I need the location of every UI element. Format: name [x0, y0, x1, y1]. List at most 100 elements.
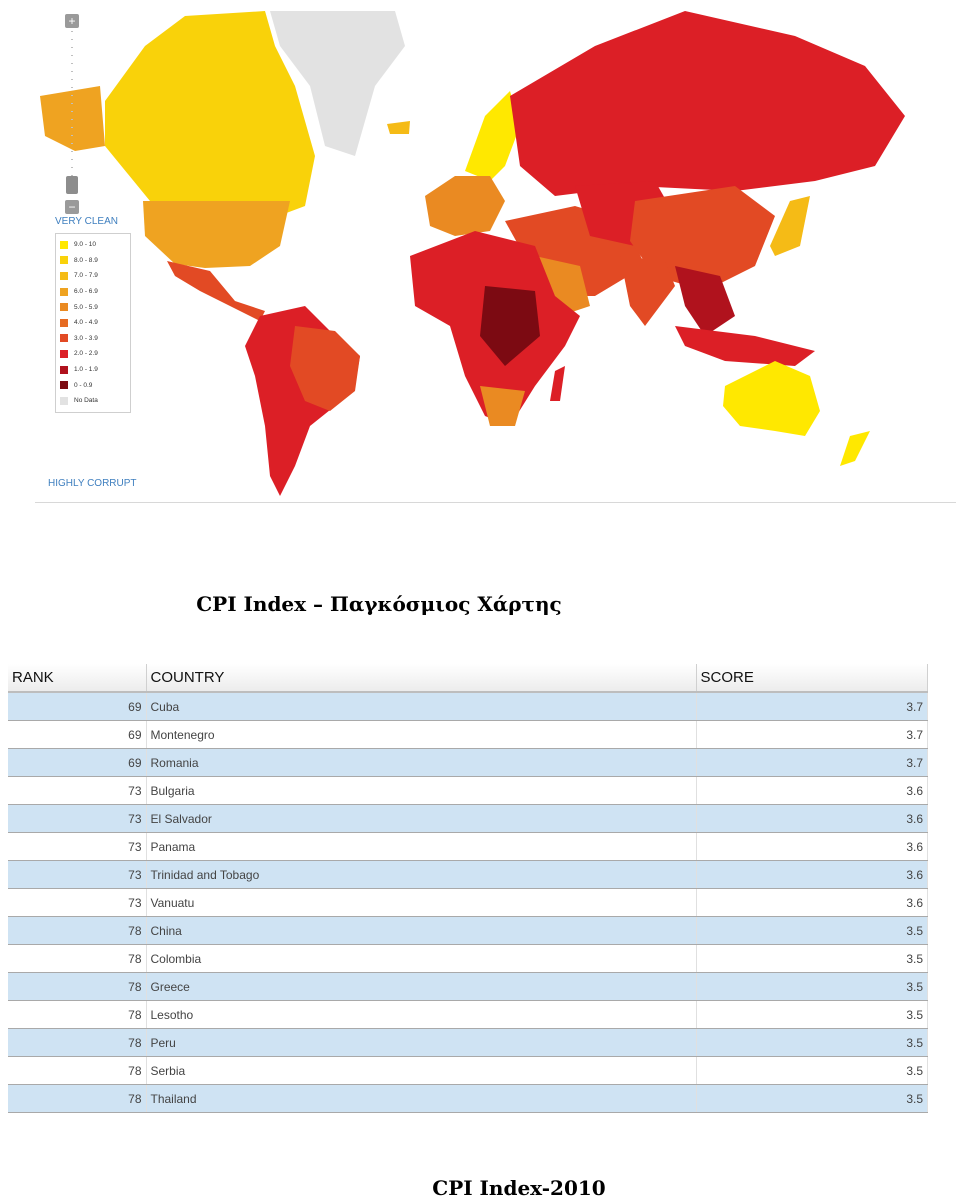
score-cell: 3.6: [696, 804, 928, 833]
new-zealand-region: [840, 431, 870, 466]
country-cell: Romania: [146, 748, 697, 777]
table-row[interactable]: 78 Lesotho 3.5: [8, 1000, 928, 1029]
canada-region: [105, 11, 315, 221]
world-map-graphic: [40, 11, 905, 496]
rank-cell: 73: [8, 832, 147, 861]
map-zoom-control[interactable]: + −: [63, 14, 81, 214]
legend-label: 6.0 - 6.9: [74, 288, 98, 296]
legend-item: 3.0 - 3.9: [60, 331, 126, 347]
table-row[interactable]: 73 Bulgaria 3.6: [8, 776, 928, 805]
country-cell: Panama: [146, 832, 697, 861]
rank-cell: 73: [8, 860, 147, 889]
legend-item: 7.0 - 7.9: [60, 268, 126, 284]
table-row[interactable]: 78 Thailand 3.5: [8, 1084, 928, 1113]
legend-swatch: [60, 256, 68, 265]
country-cell: Serbia: [146, 1056, 697, 1085]
russia-region: [510, 11, 905, 196]
legend-swatch: [60, 303, 68, 312]
table-row[interactable]: 69 Montenegro 3.7: [8, 720, 928, 749]
rank-cell: 78: [8, 1028, 147, 1057]
score-cell: 3.6: [696, 776, 928, 805]
zoom-out-button[interactable]: −: [65, 200, 79, 214]
table-row[interactable]: 78 Greece 3.5: [8, 972, 928, 1001]
country-cell: Peru: [146, 1028, 697, 1057]
rank-cell: 78: [8, 1000, 147, 1029]
cpi-world-map[interactable]: + − VERY CLEAN 9.0 - 10 8.0 - 8.9 7.0 - 7.…: [35, 6, 956, 503]
legend-label: 7.0 - 7.9: [74, 272, 98, 280]
score-column-header[interactable]: SCORE: [696, 664, 928, 693]
country-column-header[interactable]: COUNTRY: [146, 664, 697, 693]
legend-swatch: [60, 396, 68, 405]
table-row[interactable]: 69 Romania 3.7: [8, 748, 928, 777]
india-region: [620, 256, 675, 326]
score-cell: 3.5: [696, 1028, 928, 1057]
score-cell: 3.7: [696, 748, 928, 777]
legend-box: 9.0 - 10 8.0 - 8.9 7.0 - 7.9 6.0 - 6.9 5.0 -…: [55, 233, 131, 413]
legend-item: 8.0 - 8.9: [60, 253, 126, 269]
legend-label: 4.0 - 4.9: [74, 319, 98, 327]
japan-region: [770, 196, 810, 256]
score-cell: 3.5: [696, 972, 928, 1001]
zoom-in-button[interactable]: +: [65, 14, 79, 28]
scandinavia-region: [465, 91, 520, 181]
legend-item: No Data: [60, 393, 126, 409]
rank-cell: 78: [8, 1056, 147, 1085]
australia-region: [723, 361, 820, 436]
country-cell: China: [146, 916, 697, 945]
madagascar-region: [550, 366, 565, 401]
table-row[interactable]: 73 Vanuatu 3.6: [8, 888, 928, 917]
table-caption: CPI Index-2010: [432, 1176, 606, 1200]
table-row[interactable]: 73 Trinidad and Tobago 3.6: [8, 860, 928, 889]
table-row[interactable]: 78 Peru 3.5: [8, 1028, 928, 1057]
legend-item: 5.0 - 5.9: [60, 299, 126, 315]
legend-swatch: [60, 365, 68, 374]
legend-item: 1.0 - 1.9: [60, 362, 126, 378]
table-row[interactable]: 78 Serbia 3.5: [8, 1056, 928, 1085]
table-row[interactable]: 73 Panama 3.6: [8, 832, 928, 861]
score-cell: 3.7: [696, 692, 928, 721]
country-cell: Montenegro: [146, 720, 697, 749]
table-header-row: RANK COUNTRY SCORE: [8, 664, 928, 693]
legend-label: 2.0 - 2.9: [74, 350, 98, 358]
rank-cell: 78: [8, 972, 147, 1001]
legend-label: 9.0 - 10: [74, 241, 97, 249]
cpi-ranking-table: RANK COUNTRY SCORE 69 Cuba 3.7 69 Montenegro…: [8, 664, 928, 1113]
usa-region: [143, 201, 290, 268]
rank-column-header[interactable]: RANK: [8, 664, 147, 693]
central-africa-region: [480, 286, 540, 366]
legend-item: 4.0 - 4.9: [60, 315, 126, 331]
southeast-asia-region: [675, 266, 735, 336]
country-cell: Colombia: [146, 944, 697, 973]
country-cell: Lesotho: [146, 1000, 697, 1029]
table-row[interactable]: 73 El Salvador 3.6: [8, 804, 928, 833]
score-cell: 3.5: [696, 1056, 928, 1085]
rank-cell: 73: [8, 888, 147, 917]
country-cell: El Salvador: [146, 804, 697, 833]
legend-swatch: [60, 271, 68, 280]
indonesia-region: [675, 326, 815, 366]
rank-cell: 69: [8, 748, 147, 777]
legend-very-clean-label: VERY CLEAN: [55, 216, 118, 227]
table-row[interactable]: 78 China 3.5: [8, 916, 928, 945]
country-cell: Thailand: [146, 1084, 697, 1113]
legend-swatch: [60, 334, 68, 343]
legend-swatch: [60, 287, 68, 296]
score-cell: 3.7: [696, 720, 928, 749]
rank-cell: 78: [8, 916, 147, 945]
table-row[interactable]: 78 Colombia 3.5: [8, 944, 928, 973]
country-cell: Cuba: [146, 692, 697, 721]
legend-item: 9.0 - 10: [60, 237, 126, 253]
zoom-slider-track[interactable]: [71, 31, 73, 181]
legend-swatch: [60, 349, 68, 358]
score-cell: 3.5: [696, 916, 928, 945]
score-cell: 3.5: [696, 944, 928, 973]
legend-swatch: [60, 381, 68, 390]
legend-label: 8.0 - 8.9: [74, 256, 98, 264]
country-cell: Bulgaria: [146, 776, 697, 805]
table-row[interactable]: 69 Cuba 3.7: [8, 692, 928, 721]
country-cell: Greece: [146, 972, 697, 1001]
map-legend: VERY CLEAN 9.0 - 10 8.0 - 8.9 7.0 - 7.9 6.0…: [48, 216, 165, 489]
legend-swatch: [60, 240, 68, 249]
zoom-slider-handle[interactable]: [66, 176, 78, 194]
rank-cell: 78: [8, 1084, 147, 1113]
